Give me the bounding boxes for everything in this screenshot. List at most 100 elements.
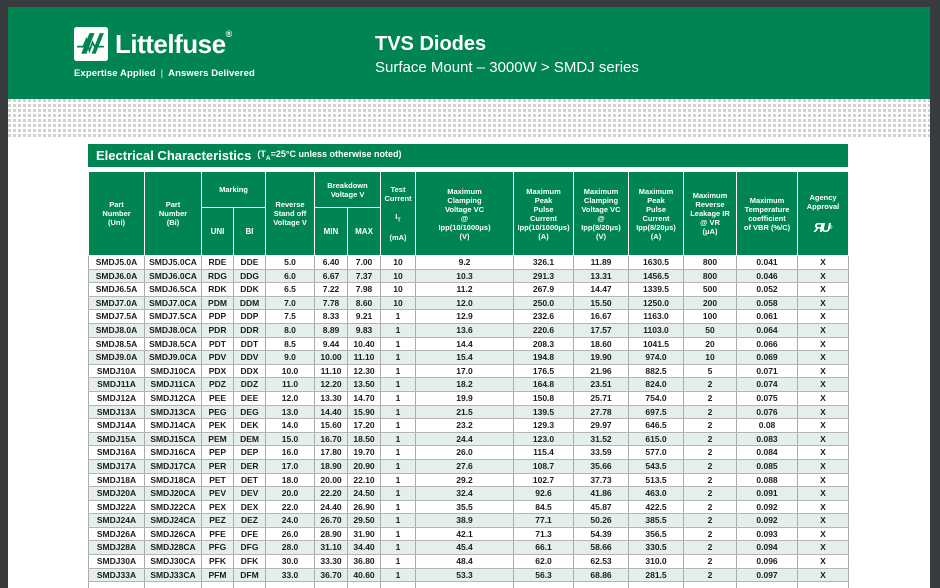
col-reverse-leakage: Maximum Reverse Leakage IR @ VR (μA) (683, 171, 738, 256)
table-cell: 84.5 (513, 500, 575, 515)
table-cell: 10.40 (347, 337, 382, 352)
table-cell: 13.50 (347, 377, 382, 392)
table-cell: 267.9 (513, 282, 575, 297)
table-cell: 38.9 (415, 513, 515, 528)
table-cell: 10 (380, 255, 417, 270)
table-cell: 31.90 (347, 527, 382, 542)
table-row (88, 581, 850, 588)
table-cell: RDK (201, 282, 234, 297)
table-cell (144, 581, 202, 588)
table-cell: 577.0 (628, 445, 685, 460)
table-row: SMDJ33A SMDJ33CA PFM DFM 33.0 36.70 40.60 1 53.3… (88, 568, 850, 583)
table-cell: 6.40 (314, 255, 349, 270)
table-cell: 0.084 (736, 445, 799, 460)
table-cell: 8.0 (265, 323, 316, 338)
table-cell: 50.26 (573, 513, 630, 528)
table-cell: 15.50 (573, 296, 630, 311)
table-cell: 14.0 (265, 418, 316, 433)
table-cell: 2 (683, 473, 738, 488)
table-cell: 15.0 (265, 432, 316, 447)
table-cell: X (797, 269, 850, 284)
col-marking-group: Marking (200, 171, 267, 208)
table-cell: RDE (201, 255, 234, 270)
table-cell: 1 (380, 527, 417, 542)
littelfuse-logo: Littelfuse® (74, 27, 232, 61)
table-cell: 150.8 (513, 391, 575, 406)
table-cell: 56.3 (513, 568, 575, 583)
table-cell: 1041.5 (628, 337, 685, 352)
table-row: SMDJ24A SMDJ24CA PEZ DEZ 24.0 26.70 29.50 1 38.9… (88, 513, 850, 528)
table-row: SMDJ7.5A SMDJ7.5CA PDP DDP 7.5 8.33 9.21 1 12.9 2… (88, 309, 850, 324)
table-cell: 54.39 (573, 527, 630, 542)
table-cell: 5.0 (265, 255, 316, 270)
table-cell: X (797, 296, 850, 311)
table-cell: 37.73 (573, 473, 630, 488)
table-cell: 20 (683, 337, 738, 352)
table-row: SMDJ15A SMDJ15CA PEM DEM 15.0 16.70 18.50 1 24.4… (88, 432, 850, 447)
col-part-number-bi: Part Number (Bi) (144, 171, 202, 256)
table-cell: PFG (201, 540, 234, 556)
table-cell: 463.0 (628, 486, 685, 501)
table-cell: SMDJ30CA (144, 554, 202, 569)
table-cell: 0.075 (736, 391, 799, 406)
table-cell: DFK (232, 554, 267, 569)
table-cell: SMDJ12CA (144, 391, 202, 406)
page-subtitle: Surface Mount – 3000W > SMDJ series (375, 59, 639, 76)
table-cell: SMDJ22CA (144, 500, 202, 515)
page-title: TVS Diodes (375, 33, 487, 55)
electrical-characteristics-table: Part Number (Uni) Part Number (Bi) Marki… (88, 171, 850, 588)
table-cell: 1630.5 (628, 255, 685, 270)
table-cell: 1 (380, 445, 417, 460)
table-cell (683, 581, 738, 588)
table-cell: 24.0 (265, 513, 316, 528)
table-cell: SMDJ11A (88, 377, 145, 392)
table-cell: 291.3 (513, 269, 575, 284)
table-cell: DEZ (232, 513, 267, 528)
table-cell: 14.47 (573, 282, 630, 297)
table-cell: 1 (380, 364, 417, 379)
littelfuse-logo-icon (74, 27, 108, 61)
table-cell: SMDJ20A (88, 486, 145, 501)
table-cell: 22.10 (347, 473, 382, 488)
table-cell: X (797, 282, 850, 297)
table-cell: PFM (201, 568, 234, 583)
table-cell: 10.0 (265, 364, 316, 379)
table-cell: 11.2 (415, 282, 515, 297)
section-note: (TA=25°C unless otherwise noted) (257, 149, 401, 162)
table-row: SMDJ20A SMDJ20CA PEV DEV 20.0 22.20 24.50 1 32.4… (88, 486, 850, 501)
table-cell: 35.66 (573, 459, 630, 474)
table-row: SMDJ12A SMDJ12CA PEE DEE 12.0 13.30 14.70 1 19.9… (88, 391, 850, 406)
table-cell: 0.076 (736, 405, 799, 420)
table-cell: 2 (683, 500, 738, 515)
table-row: SMDJ9.0A SMDJ9.0CA PDV DDV 9.0 10.00 11.10 1 15.… (88, 350, 850, 365)
table-cell: DEE (232, 391, 267, 406)
table-cell: 12.20 (314, 377, 349, 392)
table-cell: X (797, 473, 850, 488)
table-cell: 13.6 (415, 323, 515, 338)
col-marking-bi: BI (232, 207, 267, 256)
table-cell: X (797, 445, 850, 460)
table-cell: 0.092 (736, 500, 799, 515)
table-cell: 2 (683, 568, 738, 583)
table-cell: 281.5 (628, 568, 685, 583)
table-cell: 11.10 (314, 364, 349, 379)
table-cell: 10.00 (314, 350, 349, 365)
col-test-current: Test Current IT (mA) (380, 171, 417, 256)
table-cell: 15.90 (347, 405, 382, 420)
table-cell: 1 (380, 540, 417, 556)
section-note-prefix: (T (257, 149, 266, 160)
table-cell: 30.0 (265, 554, 316, 569)
table-cell: PEM (201, 432, 234, 447)
table-cell: 200 (683, 296, 738, 311)
table-cell: 176.5 (513, 364, 575, 379)
table-cell: 0.097 (736, 568, 799, 583)
table-cell: 66.1 (513, 540, 575, 556)
table-cell: DEK (232, 418, 267, 433)
table-cell: 800 (683, 255, 738, 270)
table-cell: PEX (201, 500, 234, 515)
table-cell: X (797, 418, 850, 433)
table-cell: X (797, 432, 850, 447)
table-cell: 10 (380, 296, 417, 311)
table-row: SMDJ18A SMDJ18CA PET DET 18.0 20.00 22.10 1 29.2… (88, 473, 850, 488)
table-cell: 12.0 (265, 391, 316, 406)
